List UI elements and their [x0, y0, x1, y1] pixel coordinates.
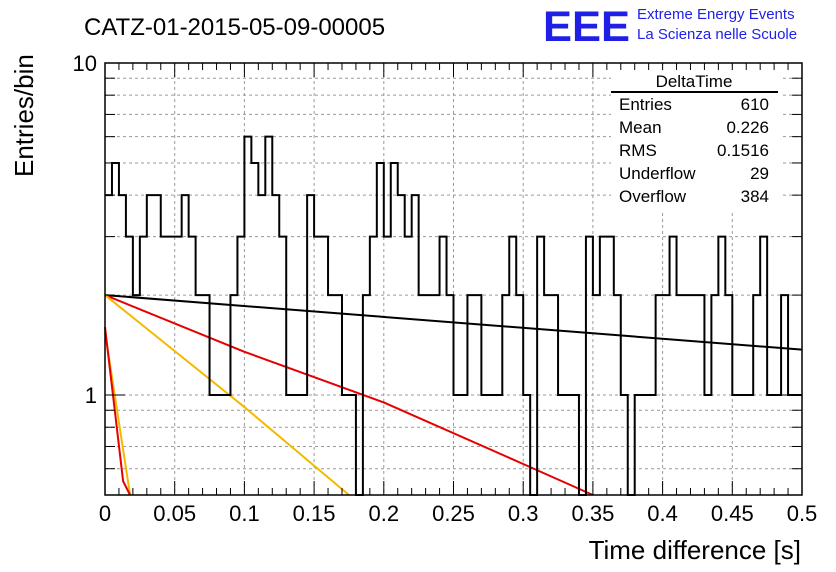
x-tick-label: 0.3: [508, 501, 539, 526]
stats-title: DeltaTime: [656, 72, 733, 91]
fit-curve-red-4: [104, 327, 131, 496]
axis-ticks: [104, 63, 803, 495]
x-tick-label: 0.15: [293, 501, 336, 526]
run-title: CATZ-01-2015-05-09-00005: [84, 14, 385, 41]
x-tick-label: 0.2: [369, 501, 400, 526]
stats-value-rms: 0.1516: [717, 141, 769, 160]
y-tick-label: 10: [73, 51, 97, 76]
x-tick-label: 0.35: [571, 501, 614, 526]
fit-curve-red-1: [104, 294, 594, 496]
stats-label-mean: Mean: [619, 118, 662, 137]
stats-box: DeltaTime Entries 610 Mean 0.226 RMS 0.1516 Un…: [611, 70, 781, 212]
stats-value-overflow: 384: [741, 187, 769, 206]
stats-value-mean: 0.226: [726, 118, 769, 137]
stats-rows: Entries 610 Mean 0.226 RMS 0.1516 Underflow 29 O…: [619, 95, 769, 206]
x-tick-label: 0.45: [711, 501, 754, 526]
x-tick-label: 0.5: [787, 501, 818, 526]
x-tick-labels: 0 0.05 0.1 0.15 0.2 0.25 0.3 0.35 0.4 0.45 0.5: [99, 501, 817, 526]
x-tick-label: 0.25: [432, 501, 475, 526]
x-tick-label: 0.4: [647, 501, 678, 526]
logo-line-extreme-energy-events: Extreme Energy Events: [637, 6, 795, 23]
stats-label-rms: RMS: [619, 141, 657, 160]
y-axis-title: Entries/bin: [9, 54, 39, 177]
x-axis-title: Time difference [s]: [589, 535, 801, 565]
stats-label-entries: Entries: [619, 95, 672, 114]
stats-label-underflow: Underflow: [619, 164, 696, 183]
logo-line-la-scienza: La Scienza nelle Scuole: [637, 26, 797, 43]
x-tick-label: 0.1: [229, 501, 260, 526]
y-tick-labels: 1 10: [73, 51, 97, 408]
stats-value-underflow: 29: [750, 164, 769, 183]
stats-label-overflow: Overflow: [619, 187, 687, 206]
histogram-outline: [105, 135, 802, 496]
x-tick-label: 0.05: [153, 501, 196, 526]
x-tick-label: 0: [99, 501, 111, 526]
stats-box-background: [611, 70, 781, 212]
stats-value-entries: 610: [741, 95, 769, 114]
fit-curve-orange-2: [104, 294, 350, 496]
y-tick-label: 1: [85, 383, 97, 408]
eee-logo: EEE: [543, 3, 630, 51]
